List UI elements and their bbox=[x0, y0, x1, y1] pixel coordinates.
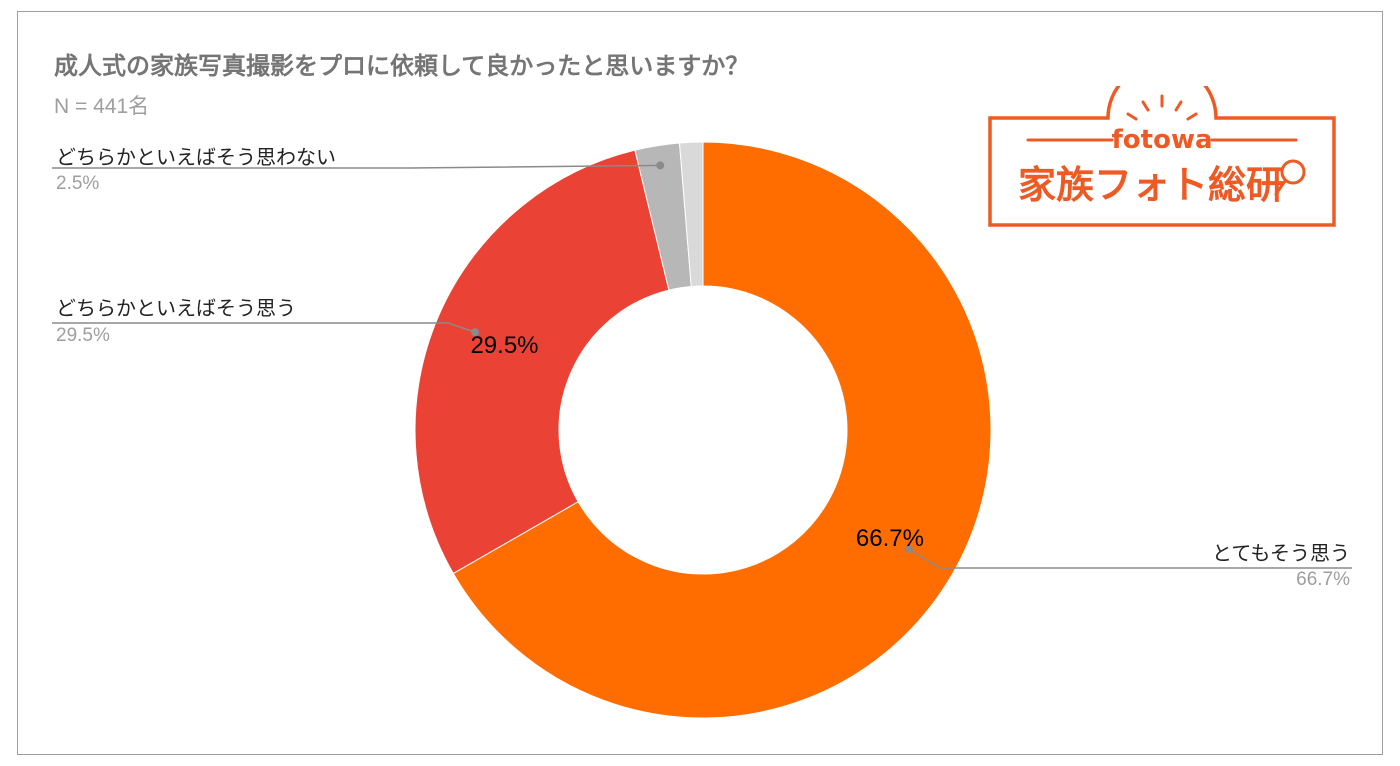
legend-label-somewhat-agree: どちらかといえばそう思う bbox=[56, 298, 296, 320]
leader-line-2 bbox=[52, 164, 661, 169]
donut-slice-1 bbox=[414, 149, 670, 575]
leader-dot-1 bbox=[471, 328, 480, 337]
logo-name: 家族フォト総研 bbox=[1018, 163, 1284, 207]
chart-title: 成人式の家族写真撮影をプロに依頼して良かったと思いますか？ bbox=[54, 53, 750, 80]
legend-pct-strongly-agree: 66.7% bbox=[1296, 569, 1350, 590]
fotowa-logo: fotowa 家族フォト総研 bbox=[988, 86, 1336, 227]
legend-label-strongly-agree: とてもそう思う bbox=[1212, 543, 1350, 565]
leader-line-0 bbox=[908, 548, 1352, 569]
magnifier-icon bbox=[1274, 159, 1306, 196]
chart-subtitle: N = 441名 bbox=[54, 95, 150, 118]
donut-slice-3 bbox=[678, 141, 704, 288]
donut-inner-label-1: 29.5% bbox=[470, 332, 538, 359]
donut-slice-0 bbox=[452, 141, 992, 719]
legend-pct-disagree: 2.5% bbox=[56, 173, 100, 194]
legend-pct-somewhat-agree: 29.5% bbox=[56, 325, 110, 346]
legend-label-disagree: どちらかといえばそう思わない bbox=[56, 147, 336, 169]
leader-lines bbox=[52, 161, 1352, 569]
donut-slices bbox=[414, 141, 992, 719]
logo-brand: fotowa bbox=[1111, 125, 1212, 155]
leader-dot-2 bbox=[656, 161, 665, 170]
inner-labels: 66.7% 29.5% bbox=[470, 332, 924, 552]
leader-line-1 bbox=[52, 322, 476, 333]
leader-dot-0 bbox=[904, 545, 913, 554]
donut-inner-label-0: 66.7% bbox=[856, 525, 924, 552]
